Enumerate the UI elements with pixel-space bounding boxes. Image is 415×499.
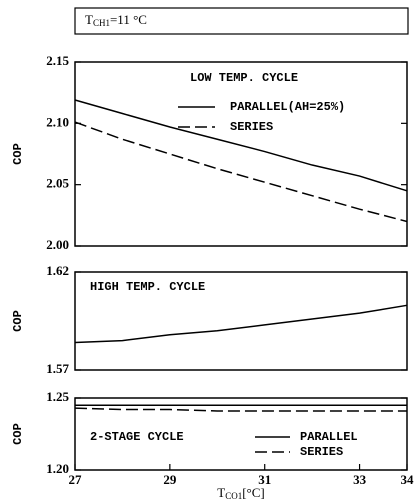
y-tick-label: 2.00 <box>46 237 69 252</box>
panel-annotation: LOW TEMP. CYCLE <box>190 71 298 85</box>
y-tick-label: 2.05 <box>46 176 69 191</box>
plot-frame <box>74 61 408 247</box>
x-label-unit: [°C] <box>242 485 265 499</box>
legend-label: PARALLEL(AH=25%) <box>230 100 345 114</box>
legend-label: SERIES <box>230 120 273 134</box>
plot-frame <box>74 271 408 371</box>
header-sub: CH1 <box>93 18 110 28</box>
series-line <box>74 121 408 223</box>
y-axis-label: COP <box>11 143 25 165</box>
x-tick-label: 33 <box>353 472 367 487</box>
y-axis-label: COP <box>11 423 25 445</box>
legend-label: PARALLEL <box>300 430 358 444</box>
y-tick-label: 1.20 <box>46 461 69 476</box>
y-axis-label: COP <box>11 310 25 332</box>
panel-annotation: 2-STAGE CYCLE <box>90 430 184 444</box>
x-label-sub: CO1 <box>225 491 242 499</box>
x-label-t: T <box>217 485 225 499</box>
series-line <box>74 407 407 412</box>
x-tick-label: 34 <box>401 472 415 487</box>
x-tick-label: 29 <box>163 472 177 487</box>
y-tick-label: 1.62 <box>46 263 69 278</box>
legend-label: SERIES <box>300 445 343 459</box>
panel-annotation: HIGH TEMP. CYCLE <box>90 280 205 294</box>
series-line <box>74 99 408 192</box>
header-t: T <box>85 12 93 27</box>
y-tick-label: 1.25 <box>46 389 69 404</box>
x-tick-label: 27 <box>69 472 83 487</box>
header-box <box>74 7 409 35</box>
header-rest: =11 °C <box>110 12 147 27</box>
x-tick-label: 31 <box>258 472 271 487</box>
y-tick-label: 2.15 <box>46 53 69 68</box>
series-line <box>74 304 408 344</box>
y-tick-label: 1.57 <box>46 361 69 376</box>
header-label: TCH1=11 °C <box>85 12 147 28</box>
y-tick-label: 2.10 <box>46 114 69 129</box>
x-axis-label: TCO1[°C] <box>217 485 265 499</box>
plot-frame <box>74 397 408 471</box>
